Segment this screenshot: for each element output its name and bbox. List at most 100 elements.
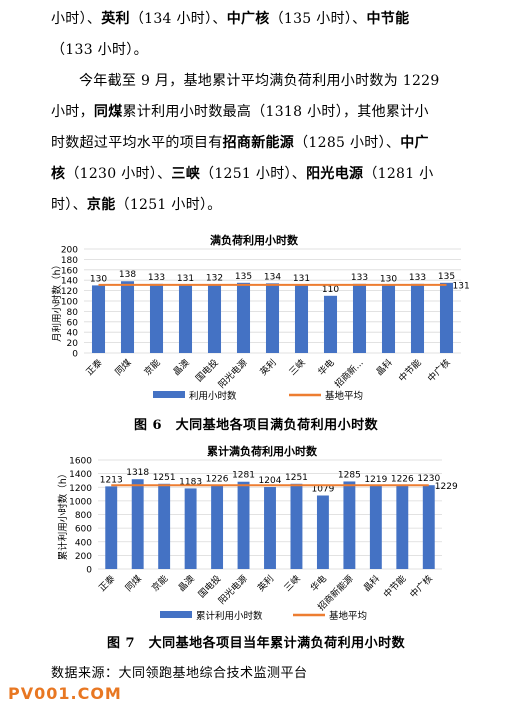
x-tick-label: 华电 <box>308 573 329 594</box>
data-label: 1318 <box>126 468 149 478</box>
x-tick-label: 晶澳 <box>170 357 191 378</box>
y-axis-label: 累计利用小时数（h） <box>57 469 69 561</box>
data-label: 133 <box>409 273 426 283</box>
x-tick-label: 中节能 <box>381 573 409 601</box>
paragraph-1-line-1: 小时）、英利（134 小时）、中广核（135 小时）、中节能 <box>51 4 471 35</box>
bar <box>316 495 329 569</box>
bar <box>236 282 251 353</box>
text-run: 时）、 <box>51 197 87 213</box>
bar <box>178 284 193 353</box>
data-label: 1281 <box>232 471 255 481</box>
paragraph-2-line-2: 小时，同煤累计利用小时数最高（1318 小时），其他累计小 <box>51 97 471 128</box>
y-tick-label: 200 <box>75 552 92 562</box>
x-tick-label: 中广核 <box>425 357 453 385</box>
x-tick-label: 晶科 <box>373 357 394 378</box>
bar <box>149 283 164 353</box>
text-run: （1251 小时）、 <box>200 166 307 182</box>
x-tick-label: 同煤 <box>112 357 133 378</box>
y-tick-label: 0 <box>86 566 92 576</box>
bar <box>396 485 409 569</box>
y-tick-label: 1200 <box>69 484 92 494</box>
data-label: 1230 <box>417 474 440 484</box>
y-tick-label: 1400 <box>69 470 92 480</box>
bar <box>105 486 118 569</box>
bar <box>120 281 135 353</box>
y-tick-label: 180 <box>61 256 78 266</box>
bold-text-run: 京能 <box>86 197 116 213</box>
legend-label-line: 基地平均 <box>325 390 363 402</box>
x-tick-label: 中节能 <box>396 357 424 385</box>
paragraph-2-line-4: 核（1230 小时）、三峡（1251 小时）、阳光电源（1281 小 <box>51 159 471 190</box>
y-tick-label: 100 <box>61 298 78 308</box>
legend-swatch-bar <box>153 391 185 398</box>
bold-text-run: 核 <box>51 166 66 182</box>
text-run: （135 小时）、 <box>269 11 367 27</box>
data-label: 1079 <box>311 484 334 494</box>
text-run: （1285 小时）、 <box>294 135 401 151</box>
data-label: 1285 <box>338 470 361 480</box>
bar <box>207 284 222 353</box>
chart-1-title: 满负荷利用小时数 <box>210 234 298 247</box>
legend-label-line: 基地平均 <box>329 610 367 622</box>
bar <box>265 283 280 353</box>
y-tick-label: 140 <box>61 277 78 287</box>
data-label: 130 <box>380 274 397 284</box>
y-tick-label: 1600 <box>69 457 92 467</box>
x-tick-label: 英利 <box>257 357 278 378</box>
y-tick-label: 200 <box>61 246 78 256</box>
paragraph-1-line-2: （133 小时）。 <box>51 35 471 66</box>
bar <box>343 481 356 569</box>
bar <box>323 295 338 353</box>
text-run: 累计利用小时数最高（1318 小时），其他累计小 <box>122 104 429 120</box>
text-run: 小时， <box>51 104 94 120</box>
bold-text-run: 中广 <box>400 135 429 151</box>
data-label: 1204 <box>259 476 282 486</box>
data-label: 134 <box>264 272 281 282</box>
bar <box>352 283 367 353</box>
data-label: 135 <box>235 272 252 282</box>
bar <box>294 284 309 353</box>
text-run: 小时）、 <box>51 11 102 27</box>
paragraph-2-line-1: 今年截至 9 月，基地累计平均满负荷利用小时数为 1229 <box>79 66 499 97</box>
x-tick-label: 晶科 <box>361 573 382 594</box>
y-tick-label: 80 <box>67 308 79 318</box>
text-run: （1281 小 <box>363 166 434 182</box>
bar <box>91 285 106 353</box>
data-label: 1183 <box>179 477 202 487</box>
y-tick-label: 400 <box>75 538 92 548</box>
legend-swatch-bar <box>160 611 192 618</box>
data-label: 1226 <box>391 474 414 484</box>
data-label: 110 <box>322 285 339 295</box>
bold-text-run: 招商新能源 <box>222 135 295 151</box>
bar <box>211 485 224 569</box>
bar <box>290 483 303 569</box>
bar <box>439 282 454 353</box>
x-tick-label: 正泰 <box>83 357 104 378</box>
bold-text-run: 中节能 <box>366 11 410 27</box>
x-tick-label: 京能 <box>141 357 162 378</box>
x-tick-label: 京能 <box>149 573 170 594</box>
data-label: 131 <box>177 274 194 284</box>
x-tick-label: 招商新... <box>332 357 366 391</box>
bar <box>184 488 197 569</box>
bar <box>131 479 144 569</box>
data-label: 135 <box>438 272 455 282</box>
x-tick-label: 正泰 <box>96 573 117 594</box>
text-run: 今年截至 9 月，基地累计平均满负荷利用小时数为 1229 <box>79 73 440 89</box>
x-tick-label: 晶澳 <box>176 573 197 594</box>
legend-label-bar: 累计利用小时数 <box>196 610 263 622</box>
paragraph-2-line-3: 时数超过平均水平的项目有招商新能源（1285 小时）、中广 <box>51 128 471 159</box>
x-tick-label: 英利 <box>255 573 276 594</box>
bold-text-run: 中广核 <box>226 11 270 27</box>
data-label: 1251 <box>285 473 308 483</box>
y-tick-label: 120 <box>61 287 78 297</box>
text-run: 时数超过平均水平的项目有 <box>51 135 223 151</box>
data-label: 133 <box>148 273 165 283</box>
x-tick-label: 中广核 <box>407 573 435 601</box>
data-label: 1251 <box>153 473 176 483</box>
data-label: 1226 <box>206 474 229 484</box>
bar <box>381 285 396 353</box>
data-label: 1219 <box>364 475 387 485</box>
